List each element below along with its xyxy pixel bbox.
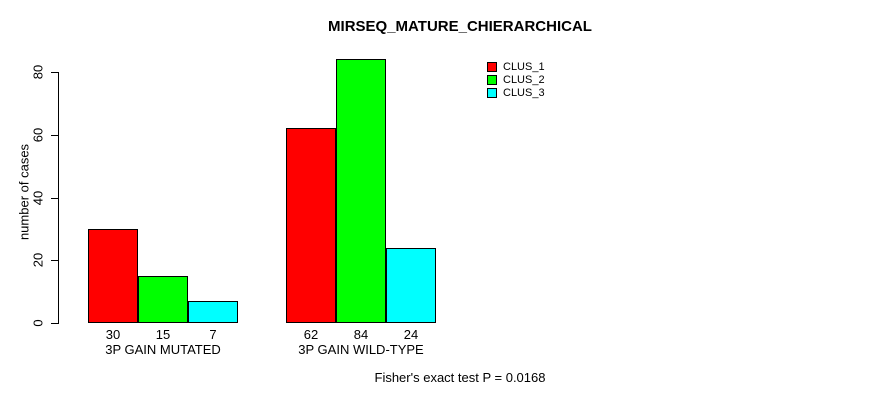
y-axis-tick: [51, 72, 58, 73]
y-axis-line: [58, 72, 59, 324]
y-axis-tick: [51, 135, 58, 136]
legend-swatch: [487, 75, 497, 85]
legend-item: CLUS_1: [487, 61, 545, 73]
y-tick-label: 40: [30, 190, 46, 206]
legend-swatch: [487, 88, 497, 98]
legend-label: CLUS_1: [503, 61, 545, 73]
bar-clus_2: [336, 59, 386, 323]
legend-item: CLUS_3: [487, 87, 545, 99]
bar-value-label: 7: [209, 327, 217, 342]
bar-value-label: 15: [155, 327, 171, 342]
y-tick-label: 60: [30, 127, 46, 143]
bar-value-label: 30: [105, 327, 121, 342]
annotation-text: Fisher's exact test P = 0.0168: [374, 370, 546, 385]
bar-clus_1: [286, 128, 336, 323]
legend-item: CLUS_2: [487, 74, 545, 86]
bar-value-label: 84: [353, 327, 369, 342]
bar-clus_1: [88, 229, 138, 323]
category-label: 3P GAIN MUTATED: [105, 342, 221, 357]
bar-clus_2: [138, 276, 188, 323]
bar-value-label: 62: [303, 327, 319, 342]
category-label: 3P GAIN WILD-TYPE: [298, 342, 424, 357]
legend: CLUS_1 CLUS_2 CLUS_3: [487, 61, 545, 99]
bar-clus_3: [188, 301, 238, 323]
bar-value-label: 24: [403, 327, 419, 342]
y-axis-tick: [51, 260, 58, 261]
y-tick-label: 80: [30, 64, 46, 80]
y-axis-tick: [51, 323, 58, 324]
legend-label: CLUS_2: [503, 74, 545, 86]
legend-swatch: [487, 62, 497, 72]
y-axis-tick: [51, 198, 58, 199]
legend-label: CLUS_3: [503, 87, 545, 99]
y-tick-label: 0: [30, 319, 46, 327]
y-tick-label: 20: [30, 252, 46, 268]
chart-title: MIRSEQ_MATURE_CHIERARCHICAL: [328, 18, 592, 35]
bar-clus_3: [386, 248, 436, 323]
